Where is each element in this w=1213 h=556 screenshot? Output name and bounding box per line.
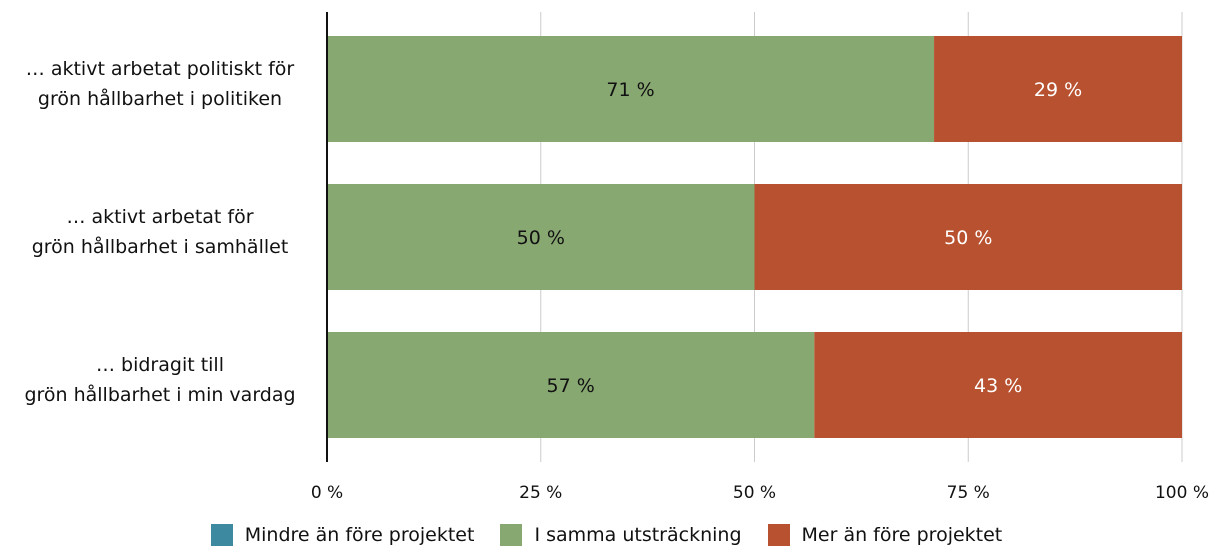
legend-label: Mer än före projektet [801,524,1003,546]
data-label: 57 % [547,375,595,397]
data-label: 50 % [517,227,565,249]
legend-item: Mer än före projektet [767,524,1003,546]
legend-label: I samma utsträckning [534,524,742,546]
x-tick-label: 0 % [311,483,343,503]
legend-label: Mindre än före projektet [244,524,475,546]
legend-swatch [210,524,233,546]
category-label: grön hållbarhet i min vardag [24,383,295,406]
data-label: 50 % [944,227,992,249]
data-label: 29 % [1034,79,1082,101]
bar-segment [934,36,1182,142]
x-tick-label: 25 % [519,483,562,503]
chart-legend: Mindre än före projektet I samma utsträck… [0,524,1213,546]
bar-segment [327,36,935,142]
data-label: 43 % [974,375,1022,397]
category-label: … aktivt arbetat politiskt för [26,58,295,80]
bar-chart: 71 % 29 % … aktivt arbetat politiskt för gr… [24,12,1209,503]
bar-segment [814,332,1182,438]
category-label: grön hållbarhet i politiken [38,87,282,110]
bar-segment [754,184,1182,290]
x-tick-label: 75 % [947,483,990,503]
bar-segment [327,332,815,438]
data-label: 71 % [606,79,654,101]
legend-swatch [500,524,523,546]
x-tick-label: 50 % [733,483,776,503]
category-label: … aktivt arbetat för [66,206,253,228]
bar-segment [327,184,755,290]
legend-item: Mindre än före projektet [210,524,475,546]
category-label: … bidragit till [96,354,224,376]
category-label: grön hållbarhet i samhället [32,235,289,258]
legend-swatch [767,524,790,546]
legend-item: I samma utsträckning [500,524,742,546]
x-tick-label: 100 % [1155,483,1209,503]
